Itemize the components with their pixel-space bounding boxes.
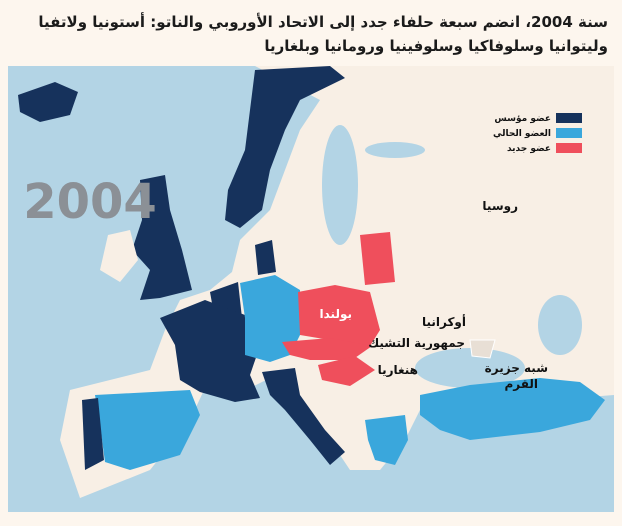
title-line: وليتوانيا وسلوفاكيا وسلوفينيا ورومانيا و…	[264, 37, 608, 55]
legend-swatch	[556, 143, 582, 153]
year: 2004	[23, 174, 157, 230]
ireland	[100, 230, 138, 282]
label-czech: جمهورية التشيك	[368, 336, 465, 351]
iceland	[18, 82, 78, 122]
denmark	[255, 240, 276, 275]
greece	[365, 415, 408, 465]
label-hungary: هنغاريا	[378, 363, 418, 377]
legend-swatch	[556, 128, 582, 138]
label-poland: بولندا	[320, 307, 352, 322]
caspian-sea	[538, 295, 582, 355]
legend-label: عضو مؤسس	[494, 114, 551, 124]
hungary	[318, 356, 375, 386]
poland	[298, 285, 380, 346]
turkey	[420, 378, 605, 440]
label-ukraine: أوكرانيا	[422, 314, 466, 330]
legend: عضو مؤسس العضو الحالي عضو جديد	[493, 113, 582, 154]
title: سنة 2004، انضم سبعة حلفاء جدد إلى الاتحا…	[8, 10, 608, 58]
legend-swatch	[556, 113, 582, 123]
spain	[95, 390, 200, 470]
label-russia: روسيا	[482, 199, 518, 214]
legend-label: عضو جديد	[507, 144, 551, 154]
italy	[262, 368, 345, 465]
black-sea	[415, 348, 525, 388]
united-kingdom	[132, 175, 192, 300]
france	[160, 300, 262, 402]
crimea	[469, 339, 496, 359]
baltics	[360, 232, 395, 285]
gulf-finland	[365, 142, 425, 158]
baltic-sea	[322, 125, 358, 245]
label-crimea: القرم	[504, 377, 538, 392]
germany	[240, 275, 300, 362]
title-line: سنة 2004، انضم سبعة حلفاء جدد إلى الاتحا…	[38, 13, 608, 31]
czech-slovakia	[282, 338, 372, 360]
portugal	[82, 398, 104, 470]
legend-label: العضو الحالي	[493, 129, 551, 139]
label-crimea: شبه جزيرة	[485, 361, 548, 375]
norway	[225, 66, 345, 228]
